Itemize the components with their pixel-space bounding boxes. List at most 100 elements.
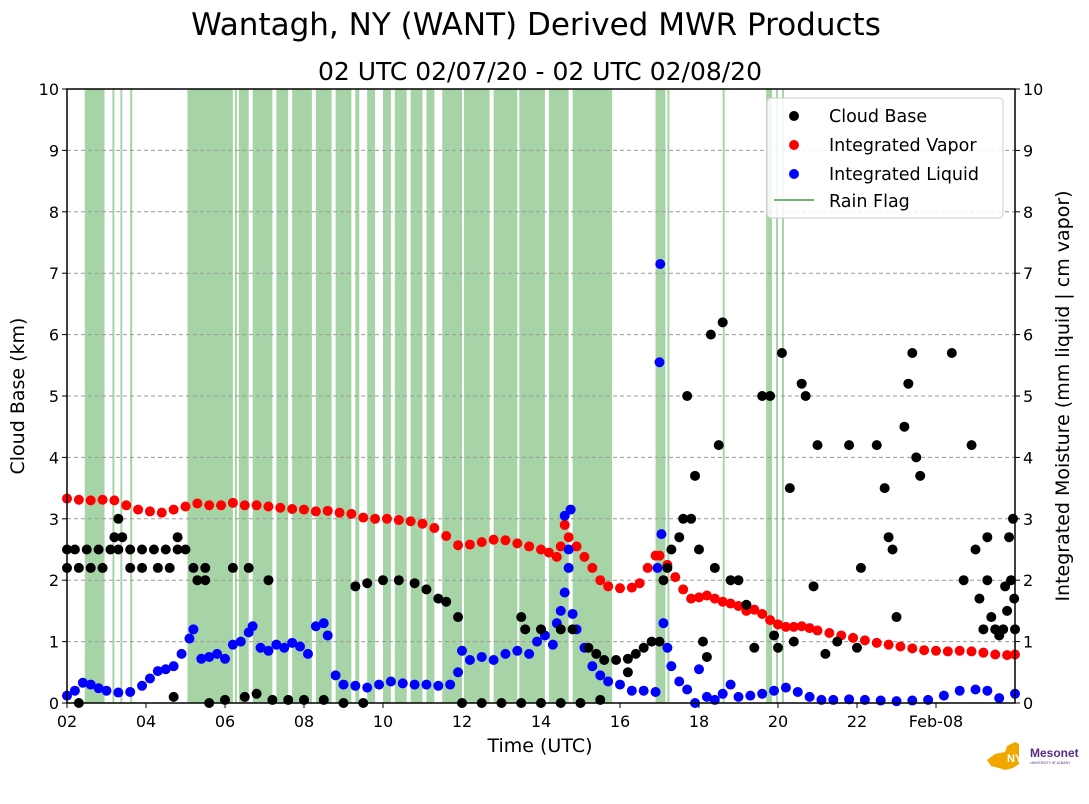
legend-box (766, 97, 1004, 219)
cloud-base-point (800, 391, 811, 401)
cloud-base-point (362, 578, 373, 589)
cloud-base-point (433, 593, 444, 604)
integrated-vapor-point (654, 550, 665, 561)
y-tick-label-right: 9 (1023, 141, 1033, 160)
cloud-base-point (393, 575, 404, 586)
integrated-vapor-point (97, 494, 108, 505)
integrated-vapor-point (954, 645, 965, 656)
x-tick-label: 08 (294, 712, 314, 731)
integrated-vapor-point (524, 541, 535, 552)
integrated-vapor-point (555, 541, 566, 552)
integrated-liquid-point (287, 637, 298, 648)
integrated-liquid-point (666, 661, 677, 672)
cloud-base-point (113, 513, 124, 524)
cloud-base-point (812, 440, 823, 451)
integrated-vapor-point (571, 541, 582, 552)
cloud-base-point (749, 642, 760, 653)
integrated-liquid-point (397, 678, 408, 689)
cloud-base-point (73, 562, 84, 573)
cloud-base-point (567, 624, 578, 635)
integrated-vapor-point (192, 498, 203, 509)
integrated-vapor-point (848, 632, 859, 643)
integrated-vapor-point (978, 647, 989, 658)
integrated-liquid-point (409, 679, 420, 690)
cloud-base-point (599, 655, 610, 666)
integrated-vapor-point (990, 649, 1001, 660)
integrated-vapor-point (536, 544, 546, 555)
cloud-base-point (666, 544, 677, 555)
integrated-vapor-point (919, 645, 930, 656)
ny-state-shape-icon (987, 742, 1019, 770)
integrated-liquid-point (144, 673, 155, 684)
integrated-vapor-point (441, 530, 452, 541)
integrated-vapor-point (85, 495, 96, 506)
chart-title: Wantagh, NY (WANT) Derived MWR Products (191, 7, 881, 43)
integrated-liquid-point (655, 258, 666, 269)
cloud-base-point (796, 378, 807, 389)
cloud-base-point (113, 544, 124, 555)
integrated-liquid-point (279, 642, 290, 653)
cloud-base-point (93, 544, 104, 555)
integrated-liquid-point (488, 655, 499, 666)
cloud-base-point (907, 348, 918, 359)
cloud-base-point (555, 624, 566, 635)
cloud-base-point (986, 612, 997, 623)
cloud-base-point (852, 642, 862, 653)
integrated-vapor-point (500, 535, 511, 546)
integrated-vapor-point (634, 578, 645, 589)
cloud-base-point (117, 532, 128, 543)
integrated-liquid-point (227, 639, 238, 650)
integrated-vapor-point (733, 600, 744, 611)
y-tick-label-left: 5 (49, 387, 59, 406)
cloud-base-point (701, 651, 712, 662)
integrated-vapor-point (310, 506, 321, 517)
cloud-base-point (678, 513, 689, 524)
integrated-vapor-point (579, 551, 590, 562)
integrated-liquid-point (701, 691, 712, 702)
legend-entry-cloud-base: Cloud Base (789, 107, 927, 127)
x-tick-label: 04 (136, 712, 156, 731)
integrated-liquid-point (938, 690, 949, 701)
integrated-vapor-point (464, 539, 475, 550)
integrated-liquid-point (113, 687, 124, 698)
cloud-base-point (192, 575, 203, 586)
integrated-vapor-point (551, 551, 562, 562)
integrated-vapor-point (788, 621, 799, 632)
integrated-vapor-point (871, 637, 882, 648)
integrated-vapor-point (709, 593, 720, 604)
cloud-base-point (832, 636, 843, 647)
integrated-vapor-point (694, 592, 704, 603)
cloud-base-point (69, 544, 80, 555)
integrated-vapor-point (895, 641, 906, 652)
cloud-base-point (536, 624, 546, 635)
integrated-vapor-point (595, 575, 606, 586)
y-tick-label-right: 4 (1023, 448, 1033, 467)
integrated-vapor-point (931, 645, 941, 656)
integrated-liquid-point (524, 648, 535, 659)
integrated-liquid-point (271, 639, 282, 650)
cloud-base-point (85, 562, 96, 573)
integrated-vapor-point (749, 604, 760, 615)
cloud-base-point (638, 642, 649, 653)
integrated-liquid-point (362, 682, 373, 693)
cloud-base-point (125, 562, 136, 573)
legend: Cloud Base Integrated Vapor Integrated L… (766, 97, 1004, 219)
y-tick-label-left: 8 (49, 203, 59, 222)
cloud-base-point (891, 612, 902, 623)
cloud-base-point (998, 624, 1009, 635)
cloud-base-point (776, 348, 787, 359)
integrated-liquid-point (512, 645, 523, 656)
cloud-base-point (172, 532, 183, 543)
integrated-liquid-point (769, 685, 780, 696)
y-tick-label-left: 10 (39, 80, 59, 99)
integrated-vapor-point (488, 534, 499, 545)
cloud-base-point (709, 562, 720, 573)
cloud-base-point (160, 544, 171, 555)
integrated-vapor-point (156, 507, 167, 518)
cloud-base-point (263, 575, 274, 586)
integrated-liquid-point (93, 683, 104, 694)
cloud-base-point (974, 593, 985, 604)
integrated-liquid-point (137, 680, 148, 691)
cloud-base-point (717, 317, 728, 328)
